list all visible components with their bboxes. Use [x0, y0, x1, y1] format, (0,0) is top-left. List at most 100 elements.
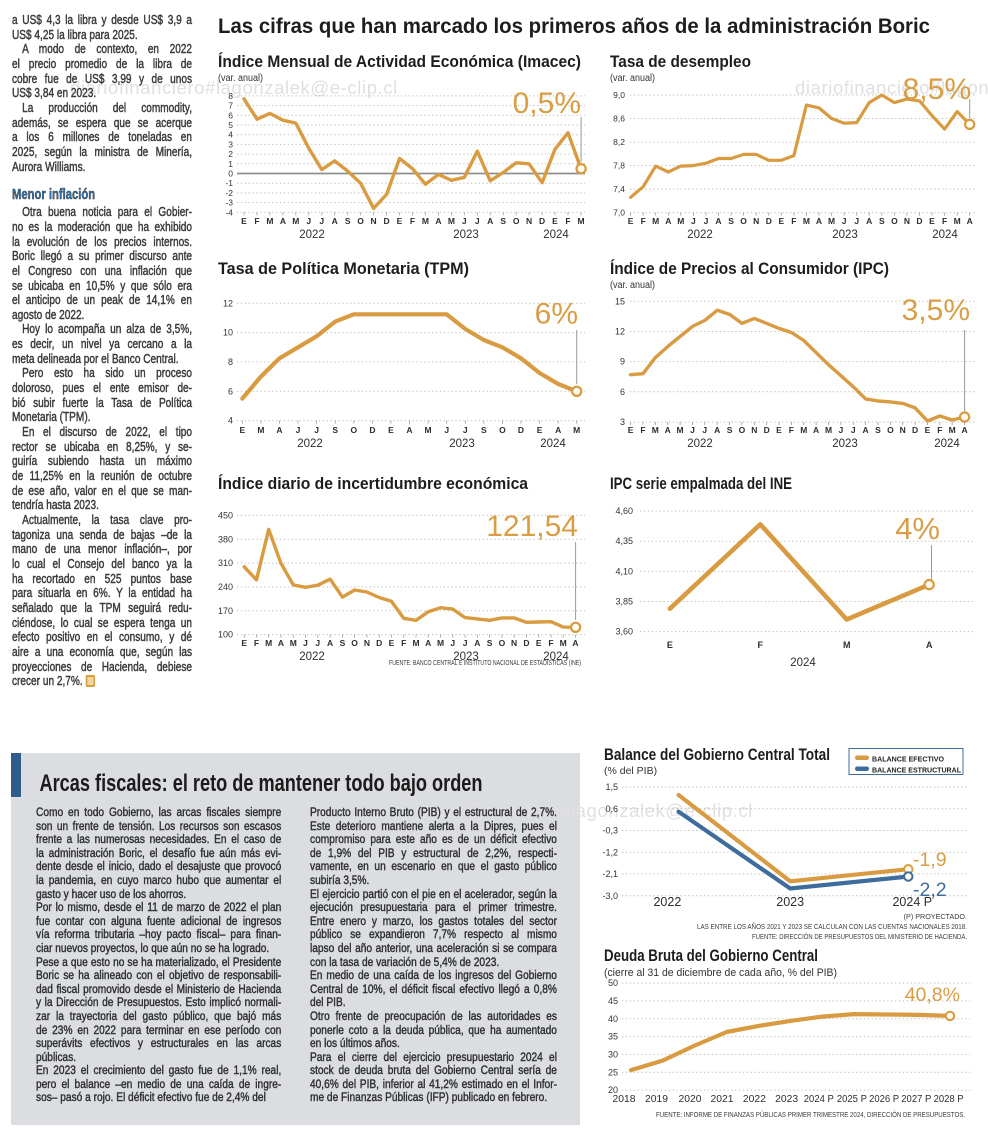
svg-text:J: J [702, 425, 707, 435]
svg-text:BALANCE EFECTIVO: BALANCE EFECTIVO [872, 755, 944, 764]
svg-text:A: A [813, 425, 819, 435]
svg-text:A: A [332, 216, 338, 226]
svg-text:O: O [887, 425, 894, 435]
svg-text:-0,3: -0,3 [602, 826, 618, 836]
svg-text:25: 25 [608, 1067, 618, 1077]
svg-text:-2,1: -2,1 [602, 869, 618, 879]
svg-text:2021: 2021 [711, 1094, 734, 1105]
svg-text:-3: -3 [225, 198, 233, 208]
svg-text:A: A [474, 638, 480, 648]
svg-text:S: S [875, 425, 881, 435]
svg-text:A: A [406, 425, 412, 435]
svg-text:2023: 2023 [832, 438, 858, 450]
svg-text:J: J [462, 216, 467, 226]
svg-text:3: 3 [620, 417, 625, 427]
svg-text:F: F [640, 425, 645, 435]
svg-text:-1: -1 [225, 178, 233, 188]
svg-text:F: F [789, 425, 794, 435]
svg-text:-2,2: -2,2 [913, 879, 947, 901]
svg-text:E: E [778, 216, 784, 226]
svg-text:A: A [435, 216, 441, 226]
svg-text:M: M [577, 216, 584, 226]
svg-text:40: 40 [608, 1014, 618, 1024]
svg-text:M: M [292, 216, 299, 226]
svg-text:M: M [266, 216, 273, 226]
svg-text:F: F [641, 216, 646, 226]
svg-text:7,0: 7,0 [613, 208, 625, 218]
svg-text:E: E [628, 425, 634, 435]
svg-text:2023: 2023 [449, 438, 475, 450]
svg-text:2024: 2024 [540, 438, 566, 450]
svg-text:3,60: 3,60 [615, 627, 633, 637]
svg-text:2022: 2022 [299, 651, 325, 663]
svg-text:2018: 2018 [613, 1094, 637, 1105]
svg-text:A: A [714, 425, 720, 435]
svg-text:Deuda Bruta del Gobierno Centr: Deuda Bruta del Gobierno Central [604, 947, 818, 965]
svg-text:E: E [667, 640, 673, 650]
svg-text:N: N [753, 216, 759, 226]
svg-text:2: 2 [228, 149, 233, 159]
svg-text:(var. anual): (var. anual) [610, 280, 655, 291]
svg-text:J: J [851, 425, 856, 435]
svg-text:FUENTE: BANCO CENTRAL E INSTIT: FUENTE: BANCO CENTRAL E INSTITUTO NACION… [389, 658, 581, 667]
svg-text:30: 30 [608, 1049, 618, 1059]
svg-text:A: A [665, 216, 671, 226]
svg-text:2023: 2023 [453, 651, 479, 663]
svg-text:4%: 4% [895, 511, 940, 546]
svg-text:380: 380 [218, 534, 233, 544]
svg-text:FUENTE: INFORME DE FINANZAS PÚ: FUENTE: INFORME DE FINANZAS PÚBLICAS PRI… [656, 1110, 965, 1119]
svg-text:A: A [863, 425, 869, 435]
svg-text:F: F [937, 425, 942, 435]
svg-text:S: S [481, 425, 487, 435]
svg-text:D: D [523, 638, 529, 648]
svg-text:F: F [758, 640, 764, 650]
svg-text:4,10: 4,10 [615, 566, 633, 576]
svg-text:(cierre al 31 de diciembre de: (cierre al 31 de diciembre de cada año, … [604, 967, 837, 979]
svg-text:F: F [254, 216, 259, 226]
svg-text:A: A [715, 216, 721, 226]
svg-text:2024 P: 2024 P [892, 895, 932, 909]
svg-text:J: J [306, 216, 311, 226]
svg-text:O: O [891, 216, 898, 226]
svg-text:J: J [690, 425, 695, 435]
svg-text:E: E [552, 216, 558, 226]
svg-text:A: A [555, 425, 561, 435]
svg-text:O: O [350, 425, 357, 435]
svg-text:O: O [357, 216, 364, 226]
svg-text:121,54: 121,54 [486, 510, 578, 543]
svg-text:M: M [257, 425, 264, 435]
svg-text:N: N [511, 638, 517, 648]
svg-text:M: M [843, 640, 851, 650]
svg-text:E: E [536, 638, 542, 648]
svg-text:J: J [463, 638, 468, 648]
svg-text:E: E [925, 425, 931, 435]
svg-text:M: M [828, 216, 835, 226]
svg-text:M: M [800, 425, 807, 435]
svg-text:J: J [691, 216, 696, 226]
svg-text:2019: 2019 [645, 1094, 668, 1105]
svg-text:450: 450 [218, 510, 233, 520]
svg-text:N: N [371, 216, 377, 226]
svg-text:A: A [866, 216, 872, 226]
svg-text:Tasa de Política Monetaria (TP: Tasa de Política Monetaria (TPM) [218, 260, 469, 278]
svg-text:D: D [518, 425, 524, 435]
svg-text:S: S [345, 216, 351, 226]
svg-text:0,5%: 0,5% [513, 87, 581, 120]
svg-text:J: J [475, 216, 480, 226]
svg-text:A: A [962, 425, 968, 435]
svg-text:BALANCE ESTRUCTURAL: BALANCE ESTRUCTURAL [872, 766, 961, 775]
svg-text:2022: 2022 [653, 895, 681, 909]
svg-text:S: S [879, 216, 885, 226]
svg-text:J: J [842, 216, 847, 226]
svg-text:M: M [573, 425, 580, 435]
svg-text:5: 5 [228, 120, 233, 130]
svg-text:0,6: 0,6 [605, 804, 618, 814]
svg-text:J: J [319, 216, 324, 226]
svg-text:45: 45 [608, 996, 618, 1006]
svg-text:A: A [278, 638, 284, 648]
svg-text:2024: 2024 [932, 229, 958, 241]
svg-text:-1,2: -1,2 [602, 847, 618, 857]
svg-text:A: A [926, 640, 933, 650]
svg-text:F: F [548, 638, 553, 648]
svg-text:O: O [499, 425, 506, 435]
